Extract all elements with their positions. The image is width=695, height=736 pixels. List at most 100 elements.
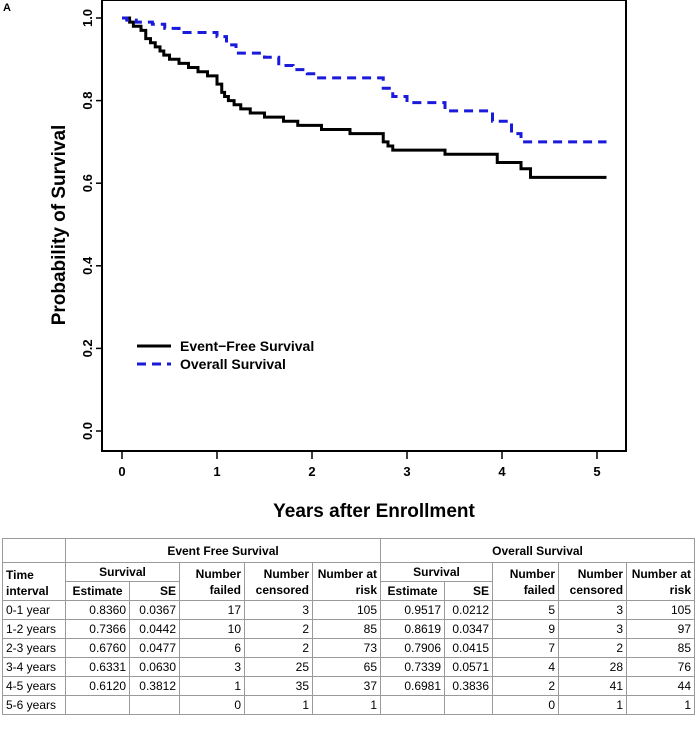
number-at-risk-header-efs: Number at risk — [311, 562, 382, 601]
table-cell: 3 — [558, 600, 628, 620]
time-interval-cell: 5-6 years — [2, 695, 66, 715]
survival-header-os: Survival — [380, 562, 494, 582]
x-axis: 0 1 2 3 4 5 — [118, 451, 601, 479]
table-cell — [65, 695, 130, 715]
table-cell: 0.0347 — [444, 619, 494, 639]
survival-table: Event Free Survival Overall Survival Tim… — [2, 538, 695, 715]
table-cell: 1 — [558, 695, 628, 715]
estimate-header-os: Estimate — [380, 581, 446, 601]
number-censored-header-efs: Number censored — [244, 562, 313, 601]
x-tick-label: 2 — [308, 464, 315, 479]
table-row: 3-4 years 0.6331 0.0630 3 25 65 0.7339 0.0571 4 2… — [2, 657, 695, 677]
table-cell: 0.6120 — [65, 676, 130, 696]
x-tick-label: 1 — [213, 464, 220, 479]
table-cell: 0.7366 — [65, 619, 130, 639]
table-cell — [380, 695, 446, 715]
table-cell: 85 — [626, 638, 695, 658]
table-cell: 0.8619 — [380, 619, 446, 639]
y-axis: 0.0 0.2 0.4 0.6 0.8 1.0 — [80, 9, 103, 440]
table-cell: 0 — [179, 695, 245, 715]
y-tick-label: 0.0 — [80, 422, 95, 440]
table-cell: 0 — [492, 695, 560, 715]
table-cell: 1 — [179, 676, 245, 696]
table-cell: 0.0415 — [444, 638, 494, 658]
x-tick-label: 4 — [498, 464, 506, 479]
table-cell: 0.6331 — [65, 657, 130, 677]
time-interval-cell: 4-5 years — [2, 676, 66, 696]
y-tick-label: 0.2 — [80, 339, 95, 357]
x-tick-label: 0 — [118, 464, 125, 479]
table-cell: 3 — [179, 657, 245, 677]
table-cell: 85 — [311, 619, 382, 639]
se-header-os: SE — [444, 581, 494, 601]
table-cell: 0.3836 — [444, 676, 494, 696]
table-row: 1-2 years 0.7366 0.0442 10 2 85 0.8619 0.0347 9 3… — [2, 619, 695, 639]
time-interval-header: Time interval — [2, 562, 66, 601]
time-interval-cell: 1-2 years — [2, 619, 66, 639]
y-axis-label: Probability of Survival — [49, 125, 70, 326]
x-tick-label: 5 — [593, 464, 600, 479]
table-cell: 0.9517 — [380, 600, 446, 620]
table-cell: 0.3812 — [129, 676, 180, 696]
legend-label-overall: Overall Survival — [180, 356, 286, 372]
series-line-event-free — [122, 16, 607, 179]
number-at-risk-header-os: Number at risk — [626, 562, 695, 601]
table-cell: 7 — [492, 638, 560, 658]
table-cell: 2 — [558, 638, 628, 658]
table-cell: 1 — [244, 695, 313, 715]
group-header-overall: Overall Survival — [380, 538, 695, 563]
table-cell: 0.7906 — [380, 638, 446, 658]
table-cell: 65 — [311, 657, 382, 677]
table-cell: 6 — [179, 638, 245, 658]
table-cell: 0.0477 — [129, 638, 180, 658]
estimate-header-efs: Estimate — [65, 581, 130, 601]
y-tick-label: 0.4 — [80, 256, 95, 275]
plot-frame — [101, 0, 627, 452]
table-cell: 17 — [179, 600, 245, 620]
panel-label: A — [3, 2, 11, 14]
table-cell: 0.6760 — [65, 638, 130, 658]
table-cell: 41 — [558, 676, 628, 696]
table-cell: 73 — [311, 638, 382, 658]
survival-chart: A 0.0 0.2 0.4 0.6 0.8 1.0 0 1 2 3 4 5 Years after … — [3, 0, 627, 522]
table-cell: 37 — [311, 676, 382, 696]
table-cell: 9 — [492, 619, 560, 639]
table-cell: 1 — [311, 695, 382, 715]
table-cell: 3 — [244, 600, 313, 620]
series-line-overall — [122, 16, 607, 144]
table-row: 4-5 years 0.6120 0.3812 1 35 37 0.6981 0.3836 2 4… — [2, 676, 695, 696]
table-cell: 2 — [492, 676, 560, 696]
table-row: 2-3 years 0.6760 0.0477 6 2 73 0.7906 0.0415 7 2 8… — [2, 638, 695, 658]
table-cell: 35 — [244, 676, 313, 696]
table-cell: 10 — [179, 619, 245, 639]
table-cell: 44 — [626, 676, 695, 696]
table-body: 0-1 year 0.8360 0.0367 17 3 105 0.9517 0.0212 5 3… — [2, 600, 695, 715]
y-tick-label: 0.6 — [80, 174, 95, 192]
table-cell: 0.0630 — [129, 657, 180, 677]
y-tick-label: 1.0 — [80, 9, 95, 27]
table-cell: 28 — [558, 657, 628, 677]
x-axis-label: Years after Enrollment — [273, 501, 475, 522]
table-row: 5-6 years 0 1 1 0 1 1 — [2, 695, 695, 715]
time-interval-cell: 2-3 years — [2, 638, 66, 658]
table-cell: 0.8360 — [65, 600, 130, 620]
x-tick-label: 3 — [403, 464, 410, 479]
number-censored-header-os: Number censored — [558, 562, 628, 601]
table-cell: 105 — [626, 600, 695, 620]
group-header-event-free: Event Free Survival — [64, 538, 382, 563]
table-cell — [129, 695, 180, 715]
table-cell: 0.0442 — [129, 619, 180, 639]
corner-cell — [2, 538, 66, 563]
table-cell: 5 — [492, 600, 560, 620]
table-cell: 97 — [626, 619, 695, 639]
table-cell: 0.0367 — [129, 600, 180, 620]
table-cell: 0.6981 — [380, 676, 446, 696]
survival-header-efs: Survival — [65, 562, 180, 582]
time-interval-cell: 0-1 year — [2, 600, 66, 620]
table-cell: 2 — [244, 619, 313, 639]
y-tick-label: 0.8 — [80, 92, 95, 110]
number-failed-header-os: Number failed — [492, 562, 560, 601]
table-cell: 3 — [558, 619, 628, 639]
table-cell: 105 — [311, 600, 382, 620]
table-cell — [444, 695, 494, 715]
